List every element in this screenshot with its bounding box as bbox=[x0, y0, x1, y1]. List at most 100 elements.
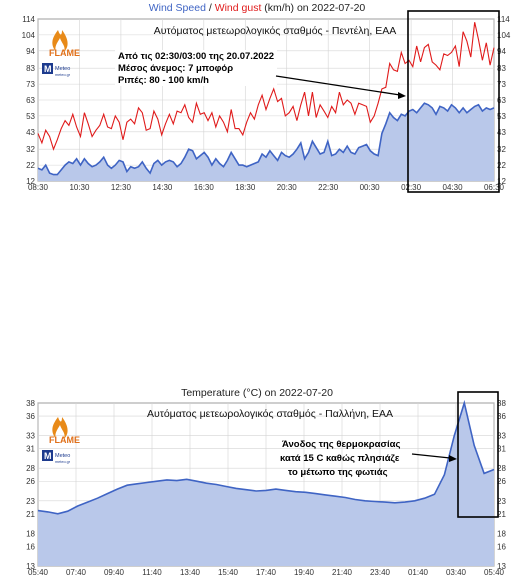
y-tick-label-left: 16 bbox=[26, 542, 35, 551]
y-tick-label-right: 33 bbox=[497, 432, 506, 441]
x-tick-label: 22:30 bbox=[318, 183, 339, 192]
y-ticks-right: 13 16 18 21 23 26 28 31 33 36 38 bbox=[497, 399, 506, 571]
temperature-annotation: Άνοδος της θερμοκρασίας κατά 15 C καθώς … bbox=[280, 439, 457, 478]
series-layer bbox=[37, 22, 495, 181]
y-tick-label-right: 31 bbox=[497, 445, 506, 454]
y-tick-label-left: 43 bbox=[26, 128, 35, 137]
highlight-box bbox=[407, 10, 500, 193]
x-tick-label: 21:40 bbox=[332, 568, 353, 577]
annotation-arrow bbox=[411, 453, 451, 459]
y-tick-label-left: 38 bbox=[26, 399, 35, 408]
y-tick-label-right: 53 bbox=[497, 112, 506, 121]
y-tick-label-right: 38 bbox=[497, 399, 506, 408]
x-tick-label: 04:30 bbox=[443, 183, 464, 192]
y-tick-label-right: 36 bbox=[497, 412, 506, 421]
x-tick-label: 14:30 bbox=[152, 183, 173, 192]
y-tick-label-left: 63 bbox=[26, 96, 35, 105]
y-tick-label-right: 18 bbox=[497, 529, 506, 538]
y-tick-label-left: 104 bbox=[22, 31, 36, 40]
y-tick-label-right: 22 bbox=[497, 161, 506, 170]
x-ticks: 08:30 10:30 12:30 14:30 16:30 18:30 20:30 22:30… bbox=[28, 183, 505, 192]
y-tick-label-right: 13 bbox=[497, 562, 506, 571]
wind-annotation: Από τις 02:30/03:00 της 20.07.2022 Μέσος… bbox=[115, 50, 406, 99]
temperature-chart-subtitle: Αυτόματος μετεωρολογικός σταθμός - Παλλή… bbox=[147, 408, 393, 420]
annotation-arrowhead bbox=[449, 455, 457, 462]
x-tick-label: 05:40 bbox=[28, 568, 49, 577]
y-tick-label-right: 43 bbox=[497, 128, 506, 137]
y-tick-label-right: 114 bbox=[497, 15, 510, 24]
y-tick-label-left: 31 bbox=[26, 445, 35, 454]
y-tick-label-left: 18 bbox=[26, 529, 35, 538]
y-tick-label-left: 83 bbox=[26, 64, 35, 73]
wind-chart-panel: Wind Speed / Wind gust (km/h) on 2022-07… bbox=[0, 0, 515, 195]
series-area-wind-speed bbox=[38, 103, 494, 181]
y-tick-label-left: 33 bbox=[26, 432, 35, 441]
x-tick-label: 16:30 bbox=[194, 183, 215, 192]
wind-chart-title: Wind Speed / Wind gust (km/h) on 2022-07… bbox=[149, 2, 366, 14]
series-area-temperature bbox=[38, 403, 494, 566]
x-tick-label: 06:30 bbox=[484, 183, 505, 192]
temperature-chart-panel: Temperature (°C) on 2022-07-20 13 16 18 21 2… bbox=[0, 382, 515, 578]
y-tick-label-right: 73 bbox=[497, 80, 506, 89]
annotation-line-2: κατά 15 C καθώς πλησιάζε bbox=[280, 453, 400, 464]
x-tick-label: 13:40 bbox=[180, 568, 201, 577]
y-tick-label-left: 73 bbox=[26, 80, 35, 89]
y-tick-label-left: 28 bbox=[26, 464, 35, 473]
meteo-logo-url: meteo.gr bbox=[55, 73, 71, 77]
flame-logo: FLAME M Meteo meteo.gr bbox=[42, 30, 80, 77]
title-wind-speed: Wind Speed bbox=[149, 2, 206, 14]
x-tick-label: 03:40 bbox=[446, 568, 467, 577]
y-tick-label-right: 23 bbox=[497, 497, 506, 506]
y-tick-label-right: 21 bbox=[497, 510, 506, 519]
annotation-line-2: Μέσος άνεμος: 7 μποφόρ bbox=[118, 63, 233, 74]
y-tick-label-left: 23 bbox=[26, 497, 35, 506]
series-line-wind-speed bbox=[37, 102, 495, 176]
x-tick-label: 15:40 bbox=[218, 568, 239, 577]
series-line-temperature bbox=[37, 399, 495, 515]
y-tick-label-right: 83 bbox=[497, 64, 506, 73]
flame-icon bbox=[52, 417, 68, 439]
flame-logo: FLAME M Meteo meteo.gr bbox=[42, 417, 80, 464]
title-rest: (km/h) on 2022-07-20 bbox=[261, 2, 365, 14]
annotation-line-3: το μέτωπο της φωτιάς bbox=[288, 467, 388, 478]
x-ticks: 05:40 07:40 09:40 11:40 13:40 15:40 17:40 19:40… bbox=[28, 568, 505, 577]
y-tick-label-right: 63 bbox=[497, 96, 506, 105]
x-tick-label: 05:40 bbox=[484, 568, 505, 577]
y-tick-label-left: 32 bbox=[26, 145, 35, 154]
x-tick-label: 10:30 bbox=[69, 183, 90, 192]
title-wind-gust: Wind gust bbox=[215, 2, 262, 14]
meteo-logo-text: Meteo bbox=[55, 453, 70, 459]
y-tick-label-left: 114 bbox=[22, 15, 35, 24]
annotation-background bbox=[115, 50, 277, 86]
wind-chart-subtitle: Αυτόματος μετεωρολογικός σταθμός - Πεντέ… bbox=[154, 25, 396, 37]
x-tick-label: 12:30 bbox=[111, 183, 132, 192]
x-tick-label: 23:40 bbox=[370, 568, 391, 577]
meteo-logo-url: meteo.gr bbox=[55, 460, 71, 464]
x-tick-label: 17:40 bbox=[256, 568, 277, 577]
title-separator: / bbox=[206, 2, 215, 14]
x-tick-label: 07:40 bbox=[66, 568, 87, 577]
x-tick-label: 19:40 bbox=[294, 568, 315, 577]
highlight-box bbox=[457, 391, 499, 518]
y-tick-label-right: 32 bbox=[497, 145, 506, 154]
y-tick-label-right: 28 bbox=[497, 464, 506, 473]
y-tick-label-left: 12 bbox=[26, 177, 35, 186]
x-tick-label: 09:40 bbox=[104, 568, 125, 577]
y-ticks-left: 13 16 18 21 23 26 28 31 33 36 38 bbox=[26, 399, 35, 571]
annotation-line-1: Από τις 02:30/03:00 της 20.07.2022 bbox=[118, 51, 274, 62]
x-tick-label: 20:30 bbox=[277, 183, 298, 192]
x-tick-label: 01:40 bbox=[408, 568, 429, 577]
meteo-m-glyph: M bbox=[44, 64, 52, 74]
wind-chart: Wind Speed / Wind gust (km/h) on 2022-07… bbox=[22, 2, 511, 193]
meteo-m-glyph: M bbox=[44, 451, 52, 461]
y-tick-label-left: 26 bbox=[26, 477, 35, 486]
y-ticks-right: 12 22 32 43 53 63 73 83 94 104 114 bbox=[497, 15, 511, 186]
x-tick-label: 18:30 bbox=[235, 183, 256, 192]
meteo-m-icon bbox=[42, 63, 53, 74]
x-tick-label: 02:30 bbox=[401, 183, 422, 192]
meteo-m-icon bbox=[42, 450, 53, 461]
y-tick-label-left: 22 bbox=[26, 161, 35, 170]
y-tick-label-right: 16 bbox=[497, 542, 506, 551]
flame-icon bbox=[52, 30, 68, 52]
y-tick-label-left: 36 bbox=[26, 412, 35, 421]
